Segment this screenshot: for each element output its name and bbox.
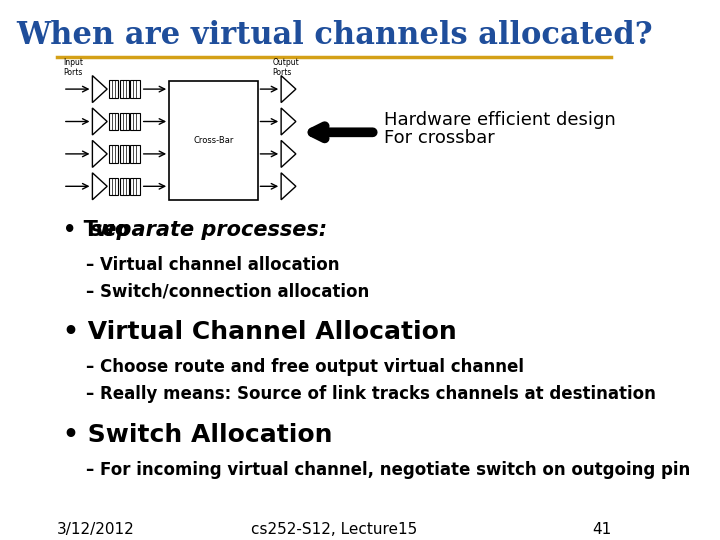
Bar xyxy=(130,145,140,163)
Text: cs252-S12, Lecture15: cs252-S12, Lecture15 xyxy=(251,522,418,537)
Polygon shape xyxy=(92,173,107,200)
Text: separate processes:: separate processes: xyxy=(90,219,328,240)
Bar xyxy=(109,113,118,130)
Text: – Choose route and free output virtual channel: – Choose route and free output virtual c… xyxy=(86,358,524,376)
Bar xyxy=(130,178,140,195)
Bar xyxy=(130,113,140,130)
Polygon shape xyxy=(92,140,107,167)
Bar xyxy=(120,145,129,163)
Text: – Really means: Source of link tracks channels at destination: – Really means: Source of link tracks ch… xyxy=(86,385,657,403)
Polygon shape xyxy=(281,76,296,103)
Polygon shape xyxy=(281,173,296,200)
Text: • Switch Allocation: • Switch Allocation xyxy=(63,423,333,447)
Polygon shape xyxy=(92,76,107,103)
Bar xyxy=(120,113,129,130)
Text: – Virtual channel allocation: – Virtual channel allocation xyxy=(86,255,340,274)
Text: • Virtual Channel Allocation: • Virtual Channel Allocation xyxy=(63,320,456,344)
Bar xyxy=(130,80,140,98)
Polygon shape xyxy=(281,140,296,167)
Bar xyxy=(120,80,129,98)
Text: 41: 41 xyxy=(592,522,611,537)
Text: • Two: • Two xyxy=(63,219,136,240)
Bar xyxy=(109,145,118,163)
Text: Hardware efficient design: Hardware efficient design xyxy=(384,111,616,129)
Polygon shape xyxy=(92,108,107,135)
Bar xyxy=(169,81,258,200)
Text: 3/12/2012: 3/12/2012 xyxy=(57,522,135,537)
Bar xyxy=(109,80,118,98)
Text: Input
Ports: Input Ports xyxy=(63,58,83,77)
Bar xyxy=(109,178,118,195)
Polygon shape xyxy=(281,108,296,135)
Text: – Switch/connection allocation: – Switch/connection allocation xyxy=(86,282,370,301)
Text: For crossbar: For crossbar xyxy=(384,129,495,147)
Text: When are virtual channels allocated?: When are virtual channels allocated? xyxy=(16,19,652,51)
Text: – For incoming virtual channel, negotiate switch on outgoing pin: – For incoming virtual channel, negotiat… xyxy=(86,461,690,479)
Text: Cross-Bar: Cross-Bar xyxy=(193,136,233,145)
Bar xyxy=(120,178,129,195)
Text: Output
Ports: Output Ports xyxy=(272,58,299,77)
